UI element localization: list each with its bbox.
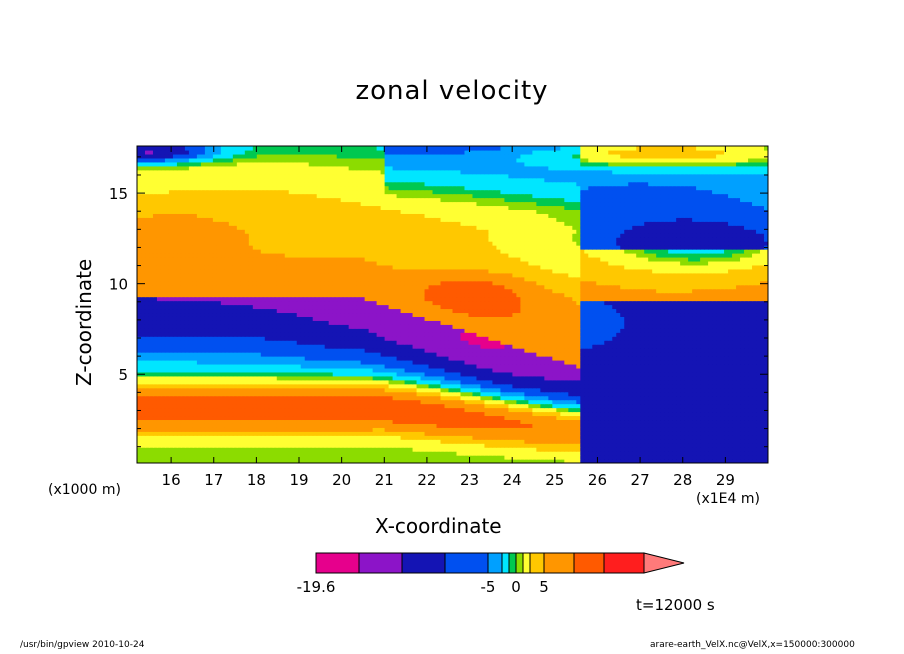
x-tick-label: 25 (545, 471, 564, 489)
x-tick-label: 16 (162, 471, 181, 489)
colorbar-segment (401, 552, 446, 574)
x-tick-label: 24 (503, 471, 522, 489)
colorbar-segment (515, 552, 524, 574)
x-tick-label: 18 (247, 471, 266, 489)
colorbar-segment (315, 552, 360, 574)
x-unit-label: (x1000 m) (48, 482, 121, 498)
footer-program-date: /usr/bin/gpview 2010-10-24 (20, 640, 145, 650)
contour-field (137, 146, 768, 463)
footer-data-source: arare-earth_VelX.nc@VelX,x=150000:300000 (650, 640, 855, 650)
x-tick-label: 23 (460, 471, 479, 489)
chart-title: zonal velocity (355, 76, 549, 106)
x-tick-label: 20 (332, 471, 351, 489)
y-tick-label: 5 (118, 366, 128, 384)
colorbar-segment (529, 552, 545, 574)
colorbar-tick-label: -19.6 (297, 578, 336, 596)
x-axis-label: X-coordinate (375, 514, 502, 538)
time-label: t=12000 s (636, 596, 715, 614)
x-unit-label-secondary: (x1E4 m) (696, 491, 760, 507)
x-tick-label: 28 (673, 471, 692, 489)
colorbar-segment (358, 552, 403, 574)
x-tick-label: 21 (375, 471, 394, 489)
y-tick-label: 10 (109, 276, 128, 294)
colorbar-segment (501, 552, 510, 574)
colorbar: -19.6 -5 0 5 (297, 552, 685, 596)
colorbar-segment (487, 552, 503, 574)
plot-frame (136, 145, 769, 464)
colorbar-segment (522, 552, 531, 574)
x-axis: 16 17 18 19 20 21 22 23 24 25 26 27 28 29 (162, 146, 735, 489)
colorbar-extend-arrow (643, 552, 685, 574)
y-axis: 5 10 15 (109, 156, 768, 448)
colorbar-segment (543, 552, 575, 574)
x-tick-label: 26 (588, 471, 607, 489)
x-tick-label: 29 (716, 471, 735, 489)
colorbar-tick-label: -5 (481, 578, 496, 596)
x-tick-label: 22 (417, 471, 436, 489)
colorbar-segment (508, 552, 517, 574)
x-tick-label: 19 (289, 471, 308, 489)
colorbar-segment (603, 552, 645, 574)
x-tick-label: 17 (204, 471, 223, 489)
colorbar-segment (573, 552, 605, 574)
x-tick-label: 27 (631, 471, 650, 489)
colorbar-tick-label: 0 (511, 578, 521, 596)
colorbar-segment (444, 552, 489, 574)
y-tick-label: 15 (109, 185, 128, 203)
colorbar-tick-label: 5 (539, 578, 549, 596)
